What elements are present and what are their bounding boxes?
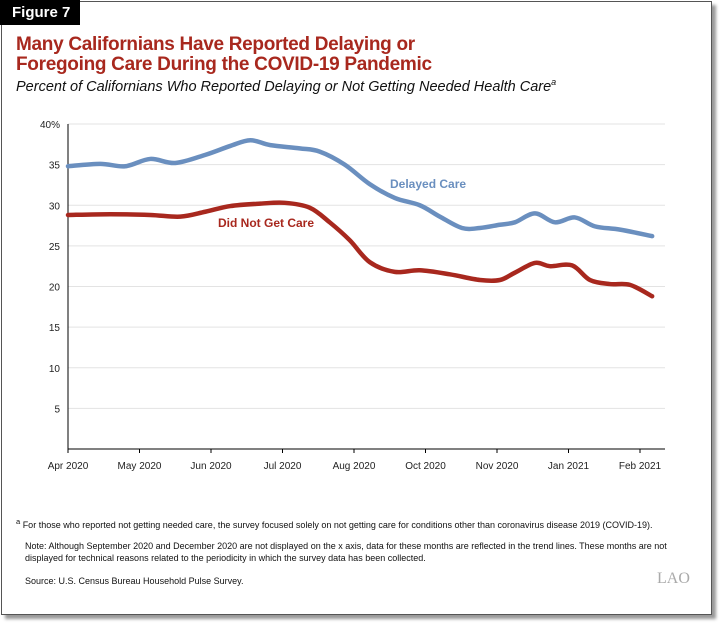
x-tick-label: Apr 2020 bbox=[48, 461, 89, 472]
note: Note: Although September 2020 and Decemb… bbox=[25, 540, 667, 564]
x-tick-label: Oct 2020 bbox=[405, 461, 446, 472]
x-tick-label: May 2020 bbox=[118, 461, 162, 472]
y-tick-label: 25 bbox=[49, 242, 61, 253]
y-tick-label: 40% bbox=[40, 120, 60, 131]
y-tick-label: 20 bbox=[49, 283, 61, 294]
figure-label: Figure 7 bbox=[0, 0, 80, 25]
chart-title: Many Californians Have Reported Delaying… bbox=[16, 35, 432, 75]
x-tick-label: Jan 2021 bbox=[548, 461, 590, 472]
figure-frame bbox=[1, 1, 712, 615]
x-tick-label: Nov 2020 bbox=[476, 461, 519, 472]
source: Source: U.S. Census Bureau Household Pul… bbox=[25, 576, 244, 586]
x-tick-label: Jun 2020 bbox=[190, 461, 232, 472]
series-label: Delayed Care bbox=[390, 177, 466, 191]
lao-logo: LAO bbox=[657, 570, 690, 587]
subtitle-note-marker: a bbox=[551, 77, 557, 87]
footnote-text: For those who reported not getting neede… bbox=[22, 520, 653, 530]
title-line-2: Foregoing Care During the COVID-19 Pande… bbox=[16, 54, 432, 75]
footnote: a For those who reported not getting nee… bbox=[16, 516, 653, 531]
y-tick-label: 30 bbox=[49, 201, 61, 212]
note-line-2: displayed for technical reasons related … bbox=[25, 553, 426, 563]
x-tick-label: Aug 2020 bbox=[333, 461, 376, 472]
footnote-marker: a bbox=[16, 517, 21, 526]
x-tick-label: Jul 2020 bbox=[264, 461, 302, 472]
y-tick-label: 5 bbox=[54, 404, 60, 415]
series-label: Did Not Get Care bbox=[218, 216, 314, 230]
x-tick-label: Feb 2021 bbox=[619, 461, 662, 472]
series-line-delayed-care bbox=[65, 138, 655, 239]
series-line-did-not-get-care bbox=[65, 200, 655, 299]
title-line-1: Many Californians Have Reported Delaying… bbox=[16, 34, 415, 55]
y-tick-label: 35 bbox=[49, 161, 61, 172]
chart-subtitle: Percent of Californians Who Reported Del… bbox=[16, 77, 556, 95]
y-tick-label: 10 bbox=[49, 364, 61, 375]
note-line-1: Note: Although September 2020 and Decemb… bbox=[25, 541, 667, 551]
subtitle-text: Percent of Californians Who Reported Del… bbox=[16, 78, 552, 95]
y-tick-label: 15 bbox=[49, 323, 61, 334]
line-chart: 5 10 15 20 25 30 35 40% Apr 2020 May 2020 Jun 2020… bbox=[40, 120, 665, 472]
